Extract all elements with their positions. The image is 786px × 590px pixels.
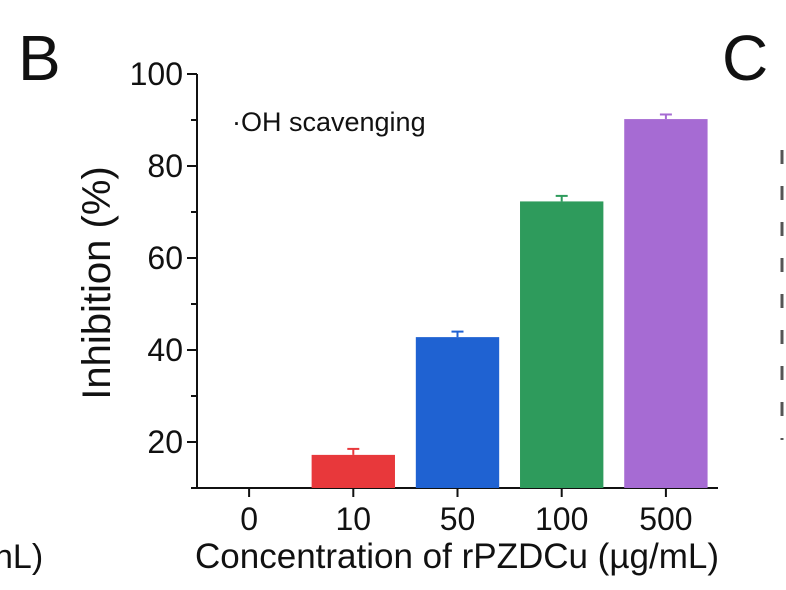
x-tick-label: 10: [336, 501, 372, 537]
y-axis-label: Inhibition (%): [75, 166, 119, 399]
chart-annotation: ·OH scavenging: [232, 107, 426, 137]
x-tick-label: 50: [440, 501, 476, 537]
x-tick-label: 0: [240, 501, 258, 537]
y-tick-label: 80: [147, 148, 183, 184]
bar-10: [311, 454, 395, 488]
previous-panel-axis-fragment: nL): [0, 538, 43, 576]
bar-50: [415, 337, 500, 488]
y-tick-label: 100: [130, 56, 183, 92]
bars: [311, 113, 708, 489]
y-ticks: 20 40 60 80 100: [130, 56, 197, 489]
panel-label-b: B: [18, 22, 61, 94]
x-axis-label: Concentration of rPZDCu (µg/mL): [195, 537, 719, 576]
panel-label-c: C: [722, 22, 768, 94]
x-tick-label: 100: [535, 501, 588, 537]
y-tick-label: 40: [147, 332, 183, 368]
bar-500: [624, 119, 708, 488]
y-tick-label: 60: [147, 240, 183, 276]
y-tick-label: 20: [147, 424, 183, 460]
x-tick-label: 500: [639, 501, 692, 537]
bar-100: [520, 201, 604, 489]
x-ticks: 0 10 50 100 500: [240, 488, 693, 537]
